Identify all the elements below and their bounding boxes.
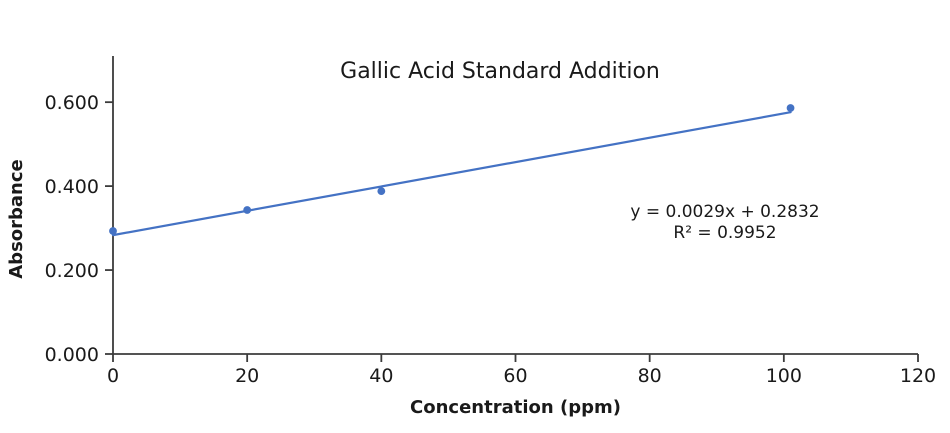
trendline <box>111 111 792 237</box>
x-axis-title: Concentration (ppm) <box>410 397 621 418</box>
r-squared-text: R² = 0.9952 <box>673 223 777 243</box>
y-tick-label: 0.600 <box>45 92 99 114</box>
data-point <box>786 104 795 112</box>
data-point <box>109 227 117 235</box>
y-tick-label: 0.200 <box>45 260 99 282</box>
data-point <box>243 206 252 214</box>
equation-text: y = 0.0029x + 0.2832 <box>630 202 820 222</box>
x-tick-label: 0 <box>107 365 119 387</box>
trendline-equation: y = 0.0029x + 0.2832 R² = 0.9952 <box>575 202 875 244</box>
data-point <box>377 187 386 196</box>
chart-title: Gallic Acid Standard Addition <box>340 59 660 84</box>
y-tick-label: 0.000 <box>45 344 99 366</box>
x-tick-label: 80 <box>638 365 662 387</box>
x-tick-label: 40 <box>369 365 393 387</box>
x-tick-label: 20 <box>235 365 259 387</box>
y-tick-label: 0.400 <box>45 176 99 198</box>
y-axis-title: Absorbance <box>6 159 27 279</box>
x-tick-label: 60 <box>503 365 527 387</box>
x-tick-label: 100 <box>766 365 802 387</box>
x-tick-label: 120 <box>900 365 936 387</box>
